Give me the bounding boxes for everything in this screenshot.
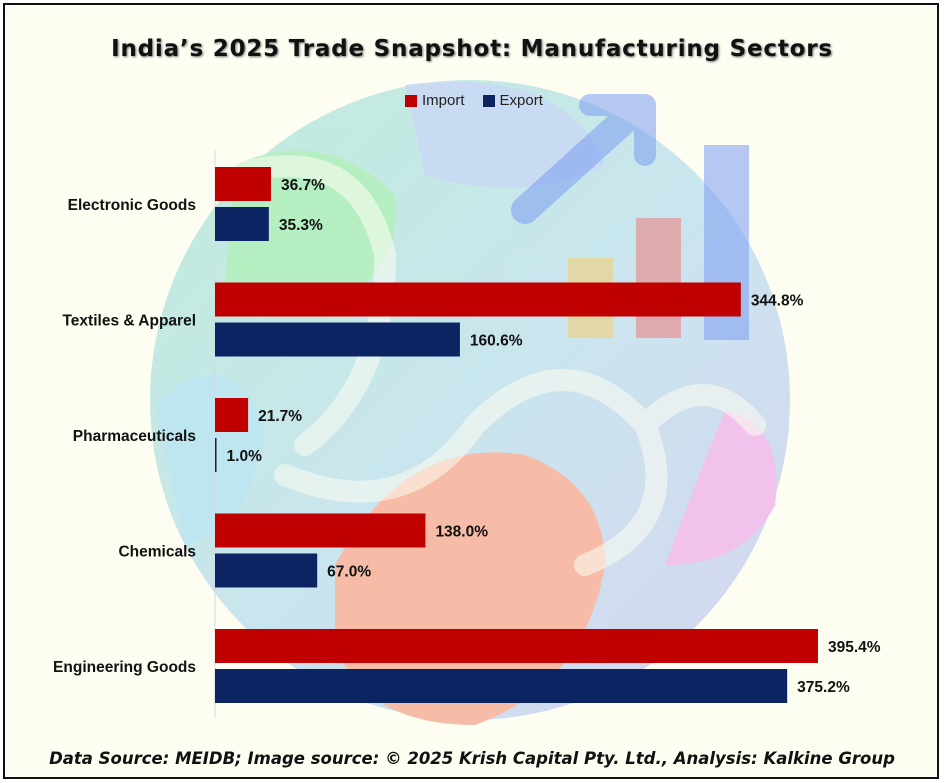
legend-label-import: Import — [422, 92, 465, 109]
category-label-textiles-apparel: Textiles & Apparel — [62, 313, 196, 330]
data-label-export-pharmaceuticals: 1.0% — [227, 448, 263, 465]
category-label-engineering-goods: Engineering Goods — [53, 659, 196, 676]
data-label-import-chemicals: 138.0% — [435, 524, 488, 541]
data-label-export-textiles-apparel: 160.6% — [470, 333, 523, 350]
category-label-chemicals: Chemicals — [118, 544, 196, 561]
chart-title: India’s 2025 Trade Snapshot: Manufacturi… — [111, 36, 833, 62]
legend: Import Export — [405, 92, 561, 109]
category-label-electronic-goods: Electronic Goods — [68, 197, 196, 214]
bar-import-engineering-goods — [215, 629, 818, 663]
source-footer: Data Source: MEIDB; Image source: © 2025… — [49, 749, 895, 768]
data-label-import-electronic-goods: 36.7% — [281, 177, 325, 194]
bar-import-pharmaceuticals — [215, 398, 249, 432]
category-label-pharmaceuticals: Pharmaceuticals — [73, 428, 196, 445]
bar-import-chemicals — [215, 513, 426, 548]
legend-item-export: Export — [482, 92, 543, 109]
legend-label-export: Export — [499, 92, 543, 109]
legend-swatch-export — [482, 94, 495, 107]
data-label-export-chemicals: 67.0% — [327, 564, 371, 581]
data-label-import-engineering-goods: 395.4% — [828, 639, 881, 656]
bar-export-electronic-goods — [215, 207, 269, 241]
bar-export-chemicals — [215, 553, 318, 588]
bar-export-pharmaceuticals — [215, 438, 217, 472]
legend-swatch-import — [405, 94, 417, 107]
data-label-import-pharmaceuticals: 21.7% — [258, 408, 302, 425]
bar-export-engineering-goods — [215, 669, 788, 703]
bar-export-textiles-apparel — [215, 322, 460, 357]
bar-import-electronic-goods — [215, 167, 271, 201]
data-label-export-engineering-goods: 375.2% — [797, 679, 850, 696]
legend-item-import: Import — [405, 92, 465, 109]
bar-import-textiles-apparel — [215, 282, 741, 317]
globe-landmass-pink — [665, 410, 777, 565]
data-label-export-electronic-goods: 35.3% — [279, 217, 323, 234]
data-label-import-textiles-apparel: 344.8% — [751, 293, 804, 310]
